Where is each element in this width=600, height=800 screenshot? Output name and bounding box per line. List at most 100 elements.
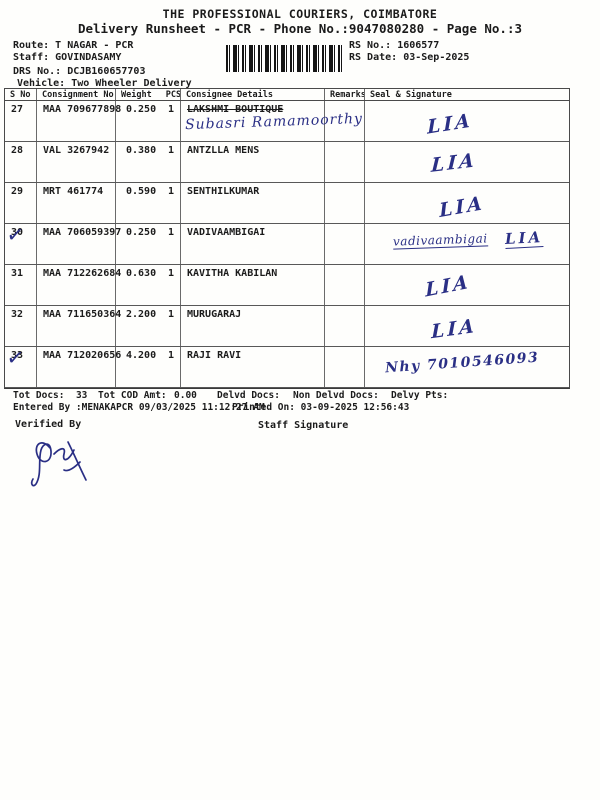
barcode-icon <box>226 45 344 72</box>
weight-pcs-cell: 0.590 1 <box>116 183 181 223</box>
rs-date-line: RS Date: 03-Sep-2025 <box>349 52 469 63</box>
signature-cell: vadivaambigai LIA <box>365 224 570 264</box>
delvy-pts-label: Delvy Pts: <box>391 390 449 401</box>
tot-docs-label: Tot Docs: <box>13 390 65 401</box>
sno-cell: 31 <box>5 265 37 305</box>
tot-cod-value: 0.00 <box>174 390 197 401</box>
weight-pcs-cell: 0.630 1 <box>116 265 181 305</box>
sno-value: 32 <box>11 309 24 320</box>
remarks-cell <box>325 347 365 387</box>
weight-value: 0.630 <box>126 268 157 279</box>
pcs-value: 1 <box>167 309 174 320</box>
tot-docs-value: 33 <box>75 390 88 401</box>
sno-cell: 33 ✓ <box>5 342 37 387</box>
handwritten-signature: LIA <box>425 270 471 302</box>
consignee-name: LAKSHMI BOUTIQUE <box>187 104 284 115</box>
pcs-value: 1 <box>167 186 174 197</box>
header-sno: S No <box>5 89 37 100</box>
consignee-cell: ANTZLLA MENS <box>181 142 325 182</box>
handwritten-signature-icon <box>28 432 108 498</box>
entered-by: Entered By :MENAKAPCR 09/03/2025 11:12:2… <box>13 402 265 413</box>
rs-date-label: RS Date: <box>349 52 398 63</box>
weight-pcs-cell: 4.200 1 <box>116 347 181 387</box>
sno-value: 33 <box>11 350 24 361</box>
drs-label: DRS No.: <box>13 66 62 77</box>
staff-label: Staff: <box>13 52 50 63</box>
signature-cell: LIA <box>365 265 570 305</box>
company-title: THE PROFESSIONAL COURIERS, COIMBATORE <box>162 7 438 21</box>
header-consignee: Consignee Details <box>181 89 325 100</box>
handwritten-signature: LIA <box>430 149 478 177</box>
table-row: 31 MAA 712262684 0.630 1 KAVITHA KABILAN … <box>5 265 569 306</box>
rs-no-value: 1606577 <box>397 40 440 51</box>
drs-line: DRS No.: DCJB160657703 <box>13 66 145 77</box>
delvy-pts: Delvy Pts: <box>391 390 454 401</box>
signature-cell: LIA <box>365 101 570 141</box>
rs-no-label: RS No.: <box>349 40 392 51</box>
rs-date-value: 03-Sep-2025 <box>403 52 470 63</box>
sno-cell: 27 <box>5 101 37 141</box>
pcs-value: 1 <box>167 227 174 238</box>
weight-value: 0.380 <box>126 145 157 156</box>
consignment-cell: MAA 712262684 <box>37 265 121 305</box>
consignee-cell: MURUGARAJ <box>181 306 325 346</box>
remarks-cell <box>325 183 365 223</box>
table-row: 28 VAL 3267942 0.380 1 ANTZLLA MENS LIA <box>5 142 569 183</box>
weight-value: 0.250 <box>126 227 157 238</box>
weight-value: 4.200 <box>126 350 157 361</box>
consignment-cell: MAA 712020656 <box>37 347 121 387</box>
printed-on: Printed On: 03-09-2025 12:56:43 <box>232 402 410 413</box>
pcs-value: 1 <box>167 350 174 361</box>
handwritten-signature: LIA <box>427 109 473 139</box>
weight-pcs-cell: 0.250 1 <box>116 224 181 264</box>
pcs-value: 1 <box>167 268 174 279</box>
sno-cell: 29 <box>5 183 37 223</box>
remarks-cell <box>325 306 365 346</box>
header-weight-pcs: Weight PCS <box>116 89 181 100</box>
vehicle-value: Two Wheeler Delivery <box>71 78 192 89</box>
weight-value: 0.590 <box>126 186 157 197</box>
runsheet-table: S No Consignment No Weight PCS Consignee … <box>4 88 570 389</box>
header-seal-signature: Seal & Signature <box>370 90 452 100</box>
pcs-value: 1 <box>167 104 174 115</box>
sno-cell: 32 <box>5 306 37 346</box>
handwritten-signature: LIA <box>438 191 486 223</box>
table-row: 33 ✓ MAA 712020656 4.200 1 RAJI RAVI Nhy 7… <box>5 342 569 388</box>
runsheet-subtitle: Delivery Runsheet - PCR - Phone No.:9047… <box>77 21 522 36</box>
non-delvd-docs: Non Delvd Docs: <box>293 390 385 401</box>
handwritten-signature: LIA <box>431 314 477 344</box>
sno-value: 28 <box>11 145 24 156</box>
staff-value: GOVINDASAMY <box>55 52 122 63</box>
vehicle-label: Vehicle: <box>17 78 66 89</box>
handwritten-signature: LIA <box>504 228 544 249</box>
table-row: 29 MRT 461774 0.590 1 SENTHILKUMAR LIA <box>5 183 569 224</box>
delvd-docs: Delvd Docs: <box>217 390 286 401</box>
consignee-cell: SENTHILKUMAR <box>181 183 325 223</box>
rs-no-line: RS No.: 1606577 <box>349 40 439 51</box>
table-row: 30 ✓ MAA 706059397 0.250 1 VADIVAAMBIGAI v… <box>5 219 570 265</box>
signature-cell: LIA <box>365 306 570 346</box>
table-row: 32 MAA 711650364 2.200 1 MURUGARAJ LIA <box>5 306 569 347</box>
consignee-cell: RAJI RAVI <box>181 347 325 387</box>
sno-value: 29 <box>11 186 24 197</box>
route-value: T NAGAR - PCR <box>55 40 134 51</box>
tot-cod: Tot COD Amt: <box>98 390 167 401</box>
sno-cell: 28 <box>5 142 37 182</box>
non-delvd-docs-label: Non Delvd Docs: <box>293 390 379 401</box>
weight-pcs-cell: 0.250 1 <box>116 101 181 141</box>
sno-value: 27 <box>11 104 24 115</box>
weight-value: 2.200 <box>126 309 157 320</box>
tot-docs: Tot Docs: 33 <box>13 390 87 401</box>
consignment-cell: MAA 711650364 <box>37 306 121 346</box>
tot-cod-label: Tot COD Amt: <box>98 390 167 401</box>
route-line: Route: T NAGAR - PCR <box>13 40 133 51</box>
weight-pcs-cell: 2.200 1 <box>116 306 181 346</box>
staff-signature-label: Staff Signature <box>258 420 349 431</box>
remarks-cell <box>325 101 365 141</box>
verified-by-label: Verified By <box>15 419 82 430</box>
weight-value: 0.250 <box>126 104 157 115</box>
header-consignment: Consignment No <box>37 89 116 100</box>
staff-line: Staff: GOVINDASAMY <box>13 52 121 63</box>
remarks-cell <box>325 224 365 264</box>
